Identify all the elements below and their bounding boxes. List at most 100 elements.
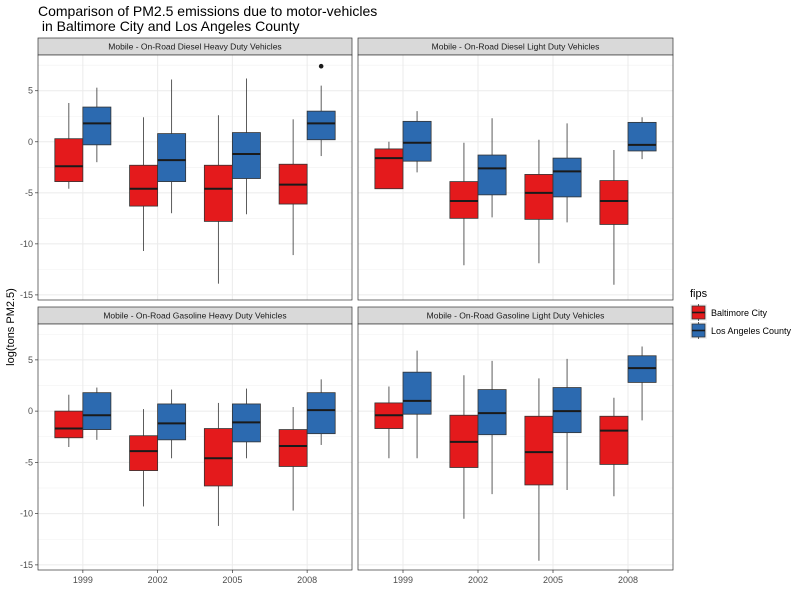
- x-tick-label: 1999: [73, 575, 93, 585]
- y-tick-label: 0: [28, 137, 33, 147]
- x-tick-label: 2002: [148, 575, 168, 585]
- box-body: [552, 387, 582, 434]
- x-tick-label: 1999: [393, 575, 413, 585]
- box-body: [524, 174, 554, 220]
- box-2002-baltimore: [129, 117, 159, 251]
- box-2002-los-angeles: [157, 79, 187, 214]
- box-1999-los-angeles: [82, 87, 112, 163]
- panel-2: Mobile - On-Road Diesel Light Duty Vehic…: [357, 37, 674, 301]
- box-1999-los-angeles: [402, 350, 432, 459]
- box-body: [552, 157, 582, 198]
- legend-title: fips: [690, 288, 708, 300]
- y-tick-label: 5: [28, 86, 33, 96]
- box-2008-los-angeles: [627, 346, 657, 421]
- box-body: [477, 389, 507, 436]
- legend-item-1: Baltimore City: [690, 304, 768, 321]
- panel-4: Mobile - On-Road Gasoline Light Duty Veh…: [357, 306, 674, 585]
- box-2002-los-angeles: [157, 389, 187, 459]
- box-2008-los-angeles: [627, 117, 657, 160]
- facet-strip-label: Mobile - On-Road Diesel Heavy Duty Vehic…: [108, 42, 281, 52]
- y-tick-label: -15: [20, 290, 33, 300]
- box-body: [54, 410, 84, 439]
- box-2002-los-angeles: [477, 118, 507, 218]
- box-body: [157, 403, 187, 441]
- box-2008-baltimore: [599, 397, 629, 497]
- box-1999-baltimore: [54, 102, 84, 189]
- legend: fips Baltimore City Los Angeles County: [690, 288, 792, 339]
- box-2005-los-angeles: [231, 78, 261, 215]
- box-body: [231, 132, 261, 179]
- box-2005-los-angeles: [552, 358, 582, 491]
- panel-border: [357, 54, 674, 301]
- box-body: [627, 121, 657, 152]
- box-2002-baltimore: [129, 409, 159, 507]
- box-2005-los-angeles: [231, 388, 261, 459]
- panel-1: Mobile - On-Road Diesel Heavy Duty Vehic…: [20, 37, 353, 301]
- legend-item-label: Los Angeles County: [711, 326, 792, 336]
- panel-border: [37, 323, 353, 571]
- box-body: [402, 120, 432, 162]
- y-tick-label: -10: [20, 509, 33, 519]
- box-body: [129, 435, 159, 471]
- panel-background: [358, 55, 673, 300]
- legend-item-2: Los Angeles County: [690, 322, 792, 339]
- box-1999-baltimore: [54, 394, 84, 447]
- y-tick-label: 0: [28, 406, 33, 416]
- facet-panels: Mobile - On-Road Diesel Heavy Duty Vehic…: [20, 37, 674, 585]
- box-2008-baltimore: [278, 407, 308, 511]
- box-body: [129, 164, 159, 207]
- box-1999-baltimore: [374, 141, 404, 190]
- box-1999-baltimore: [374, 386, 404, 459]
- box-2008-baltimore: [278, 119, 308, 256]
- box-body: [203, 428, 233, 487]
- box-body: [477, 154, 507, 196]
- box-2008-los-angeles: [306, 379, 336, 445]
- x-tick-label: 2002: [468, 575, 488, 585]
- box-body: [157, 133, 187, 182]
- box-outlier-point: [318, 63, 324, 69]
- y-axis-label: log(tons PM2.5): [5, 288, 17, 366]
- y-tick-label: -15: [20, 560, 33, 570]
- box-body: [306, 110, 336, 141]
- panel-border: [357, 323, 674, 571]
- box-2002-baltimore: [449, 375, 479, 519]
- chart-title-line-1: Comparison of PM2.5 emissions due to mot…: [38, 3, 377, 19]
- box-body: [82, 106, 112, 146]
- panel-3: Mobile - On-Road Gasoline Heavy Duty Veh…: [20, 306, 353, 585]
- x-tick-label: 2008: [618, 575, 638, 585]
- box-2005-baltimore: [524, 139, 554, 264]
- chart-title-line-2: in Baltimore City and Los Angeles County: [38, 18, 299, 34]
- box-body: [524, 415, 554, 486]
- x-tick-label: 2005: [543, 575, 563, 585]
- box-body: [82, 392, 112, 430]
- box-body: [306, 392, 336, 435]
- box-body: [402, 371, 432, 415]
- y-tick-label: 5: [28, 355, 33, 365]
- box-body: [449, 181, 479, 219]
- y-tick-label: -5: [25, 188, 33, 198]
- box-2005-baltimore: [203, 115, 233, 284]
- box-2002-los-angeles: [477, 360, 507, 495]
- box-body: [627, 355, 657, 383]
- box-2005-los-angeles: [552, 123, 582, 223]
- box-body: [599, 415, 629, 465]
- box-1999-los-angeles: [402, 111, 432, 173]
- y-tick-label: -10: [20, 239, 33, 249]
- legend-item-label: Baltimore City: [711, 308, 768, 318]
- facet-strip-label: Mobile - On-Road Diesel Light Duty Vehic…: [432, 42, 600, 52]
- box-body: [599, 180, 629, 225]
- box-body: [203, 164, 233, 222]
- x-tick-label: 2008: [297, 575, 317, 585]
- facet-strip-label: Mobile - On-Road Gasoline Light Duty Veh…: [427, 311, 605, 321]
- box-2005-baltimore: [524, 378, 554, 561]
- box-2008-baltimore: [599, 149, 629, 285]
- box-body: [374, 148, 404, 190]
- box-2002-baltimore: [449, 142, 479, 266]
- box-2008-los-angeles: [306, 63, 336, 157]
- box-body: [54, 138, 84, 182]
- panel-border: [37, 54, 353, 301]
- facet-strip-label: Mobile - On-Road Gasoline Heavy Duty Veh…: [103, 311, 286, 321]
- box-body: [278, 429, 308, 467]
- box-2005-baltimore: [203, 402, 233, 526]
